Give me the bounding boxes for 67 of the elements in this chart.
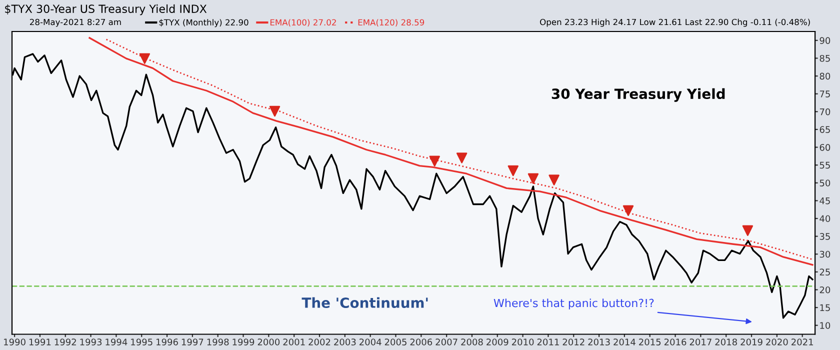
- x-tick-label: 1998: [207, 338, 229, 346]
- x-tick-label: 2004: [360, 338, 382, 346]
- legend-label: EMA(120) 28.59: [358, 19, 424, 27]
- point: [456, 152, 468, 164]
- point: [528, 173, 539, 184]
- x-tick-label: 2007: [436, 338, 458, 346]
- y-tick-label: 70: [820, 108, 830, 116]
- x-tick-label: 2018: [715, 338, 737, 346]
- y-tick-label: 15: [820, 304, 830, 312]
- x-tick-label: 2015: [639, 338, 661, 346]
- x-tick-label: 2003: [334, 338, 356, 346]
- chart-title: $TYX 30-Year US Treasury Yield INDX: [5, 4, 207, 16]
- x-tick-label: 2008: [461, 338, 483, 346]
- y-tick-label: 40: [820, 215, 830, 222]
- point: [508, 165, 519, 176]
- x-tick-label: 1997: [182, 338, 204, 346]
- y-tick-label: 90: [820, 37, 830, 44]
- y-tick-label: 35: [820, 233, 830, 240]
- x-tick-label: 2019: [740, 338, 762, 346]
- x-tick-label: 2005: [384, 338, 406, 346]
- legend-label: $TYX (Monthly) 22.90: [159, 19, 248, 28]
- y-tick-label: 20: [820, 286, 830, 294]
- chart-subtitle: 28-May-2021 8:27 am: [30, 18, 121, 27]
- y-tick-label: 50: [820, 180, 830, 186]
- x-tick-label: 1992: [54, 338, 76, 346]
- point: [429, 156, 440, 166]
- x-tick-label: 1994: [106, 338, 128, 346]
- x-tick-label: 1995: [131, 338, 152, 346]
- y-tick-label: 55: [820, 162, 830, 169]
- y-tick-label: 80: [820, 72, 830, 80]
- y-tick-label: 25: [820, 268, 830, 276]
- x-tick-label: 2006: [410, 338, 432, 346]
- point: [622, 205, 634, 216]
- y-tick-label: 45: [820, 198, 830, 204]
- x-tick-label: 1993: [80, 338, 102, 346]
- x-tick-label: 2001: [283, 338, 305, 346]
- x-tick-label: 2012: [562, 338, 584, 346]
- x-tick-label: 2000: [258, 338, 280, 346]
- legend-label: EMA(100) 27.02: [270, 19, 336, 27]
- x-tick-label: 2002: [308, 338, 330, 346]
- annotation: The 'Continuum': [302, 297, 428, 308]
- point: [269, 106, 280, 117]
- annotation: 30 Year Treasury Yield: [552, 88, 725, 102]
- x-tick-label: 2017: [690, 338, 712, 346]
- y-tick-label: 85: [820, 54, 830, 62]
- x-tick-label: 2016: [664, 338, 686, 346]
- y-tick-label: 30: [820, 250, 830, 258]
- x-tick-label: 2013: [588, 338, 610, 346]
- x-tick-label: 2014: [614, 338, 636, 346]
- x-tick-label: 1996: [156, 338, 178, 346]
- y-tick-label: 60: [820, 144, 830, 151]
- y-tick-label: 75: [820, 90, 830, 98]
- y-tick-label: 10: [820, 322, 830, 329]
- x-tick-label: 2021: [792, 338, 813, 346]
- x-tick-label: 1991: [29, 338, 51, 346]
- y-tick-label: 65: [820, 126, 830, 134]
- annotation: Where's that panic button?!?: [494, 298, 654, 310]
- point: [139, 53, 150, 64]
- x-tick-label: 2020: [766, 338, 788, 346]
- x-tick-label: 1990: [4, 338, 26, 346]
- x-tick-label: 1999: [232, 338, 254, 346]
- x-tick-label: 2011: [537, 338, 559, 346]
- text: Open 23.23 High 24.17 Low 21.61 Last 22.90 Chg -0.11 (-0.48%): [540, 18, 810, 27]
- x-tick-label: 2010: [512, 338, 534, 346]
- x-tick-label: 2009: [486, 338, 508, 346]
- point: [742, 225, 754, 236]
- point: [548, 174, 560, 186]
